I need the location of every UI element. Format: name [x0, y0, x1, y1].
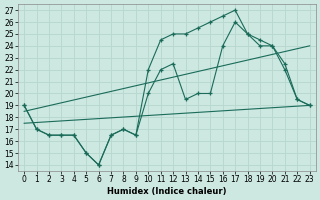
X-axis label: Humidex (Indice chaleur): Humidex (Indice chaleur) [107, 187, 227, 196]
